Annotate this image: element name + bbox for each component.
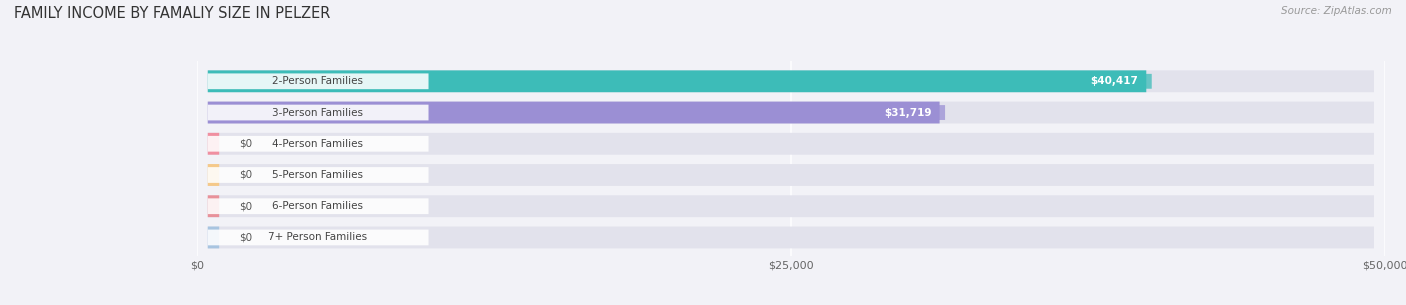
Text: $0: $0 [239,201,253,211]
FancyBboxPatch shape [208,164,219,186]
Text: 7+ Person Families: 7+ Person Families [267,232,367,242]
FancyBboxPatch shape [1077,74,1152,89]
FancyBboxPatch shape [208,74,429,89]
FancyBboxPatch shape [208,102,939,124]
FancyBboxPatch shape [208,227,219,248]
Text: $0: $0 [239,170,253,180]
Text: 2-Person Families: 2-Person Families [271,76,363,86]
FancyBboxPatch shape [870,105,945,120]
FancyBboxPatch shape [208,70,1374,92]
Text: $0: $0 [239,139,253,149]
FancyBboxPatch shape [208,105,429,120]
FancyBboxPatch shape [208,133,219,155]
FancyBboxPatch shape [208,227,1374,248]
Text: $40,417: $40,417 [1091,76,1139,86]
Text: FAMILY INCOME BY FAMALIY SIZE IN PELZER: FAMILY INCOME BY FAMALIY SIZE IN PELZER [14,6,330,21]
FancyBboxPatch shape [208,195,219,217]
FancyBboxPatch shape [208,70,1146,92]
FancyBboxPatch shape [208,198,429,214]
FancyBboxPatch shape [208,102,1374,124]
FancyBboxPatch shape [208,133,1374,155]
FancyBboxPatch shape [208,164,1374,186]
Text: $31,719: $31,719 [884,108,932,117]
FancyBboxPatch shape [208,136,429,152]
FancyBboxPatch shape [208,230,429,245]
Text: 6-Person Families: 6-Person Families [271,201,363,211]
FancyBboxPatch shape [208,195,1374,217]
FancyBboxPatch shape [208,167,429,183]
Text: Source: ZipAtlas.com: Source: ZipAtlas.com [1281,6,1392,16]
Text: 4-Person Families: 4-Person Families [271,139,363,149]
Text: $0: $0 [239,232,253,242]
Text: 5-Person Families: 5-Person Families [271,170,363,180]
Text: 3-Person Families: 3-Person Families [271,108,363,117]
